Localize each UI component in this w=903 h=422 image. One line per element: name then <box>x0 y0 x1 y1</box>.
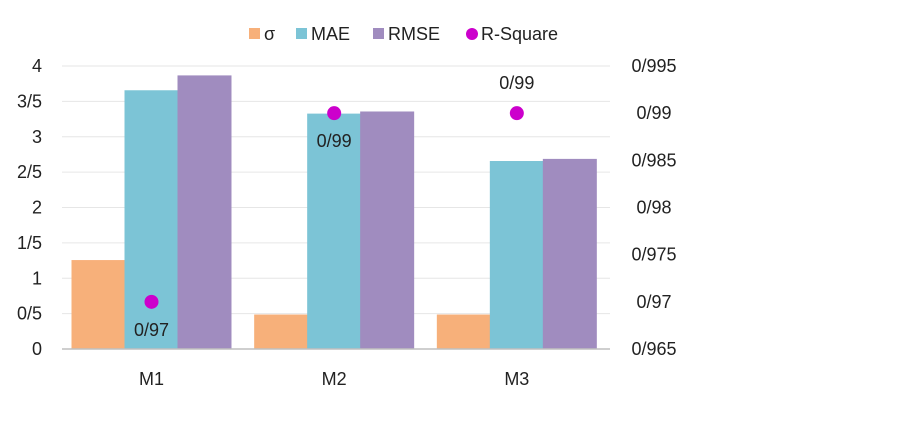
bar-MAE-M3 <box>489 161 544 350</box>
right-tick-label: 0/99 <box>636 103 671 123</box>
bar-σ-M2 <box>254 314 309 350</box>
left-tick-label: 0/5 <box>17 304 42 324</box>
r-square-point-M1 <box>144 294 159 309</box>
r-square-point-M3 <box>509 106 524 121</box>
right-tick-label: 0/985 <box>631 150 676 170</box>
right-tick-label: 0/975 <box>631 245 676 265</box>
x-tick-label: M3 <box>504 369 529 389</box>
bar-RMSE-M2 <box>360 111 415 350</box>
x-axis: M1 M2 M3 <box>62 348 610 389</box>
legend-label: σ <box>264 24 275 44</box>
x-tick-label: M2 <box>322 369 347 389</box>
r-square-point-M2 <box>327 106 342 121</box>
left-axis: 0 0/5 1 1/5 2 2/5 3 3/5 4 <box>17 56 42 359</box>
legend-label: MAE <box>311 24 350 44</box>
bar-MAE-M1 <box>124 90 179 350</box>
r-square-data-label: 0/97 <box>134 320 169 340</box>
left-tick-label: 3/5 <box>17 91 42 111</box>
left-tick-label: 2 <box>32 198 42 218</box>
right-tick-label: 0/97 <box>636 292 671 312</box>
left-tick-label: 4 <box>32 56 42 76</box>
legend: σ MAE RMSE R-Square <box>249 24 558 44</box>
left-tick-label: 0 <box>32 339 42 359</box>
r-square-data-label: 0/99 <box>499 73 534 93</box>
left-tick-label: 3 <box>32 127 42 147</box>
left-tick-label: 1/5 <box>17 233 42 253</box>
x-tick-label: M1 <box>139 369 164 389</box>
legend-swatch <box>296 28 307 39</box>
r-square-points: 0/97 0/99 0/99 <box>134 73 534 340</box>
legend-swatch <box>466 28 478 40</box>
legend-swatch <box>373 28 384 39</box>
bars <box>71 75 597 350</box>
bar-σ-M1 <box>71 260 126 350</box>
right-tick-label: 0/965 <box>631 339 676 359</box>
bar-RMSE-M3 <box>542 158 597 350</box>
right-axis: 0/965 0/97 0/975 0/98 0/985 0/99 0/995 <box>631 56 676 359</box>
left-tick-label: 2/5 <box>17 162 42 182</box>
right-tick-label: 0/995 <box>631 56 676 76</box>
legend-swatch <box>249 28 260 39</box>
bar-σ-M3 <box>436 314 491 350</box>
r-square-data-label: 0/99 <box>317 131 352 151</box>
legend-label: RMSE <box>388 24 440 44</box>
right-tick-label: 0/98 <box>636 198 671 218</box>
left-tick-label: 1 <box>32 268 42 288</box>
legend-label: R-Square <box>481 24 558 44</box>
bar-RMSE-M1 <box>177 75 232 350</box>
